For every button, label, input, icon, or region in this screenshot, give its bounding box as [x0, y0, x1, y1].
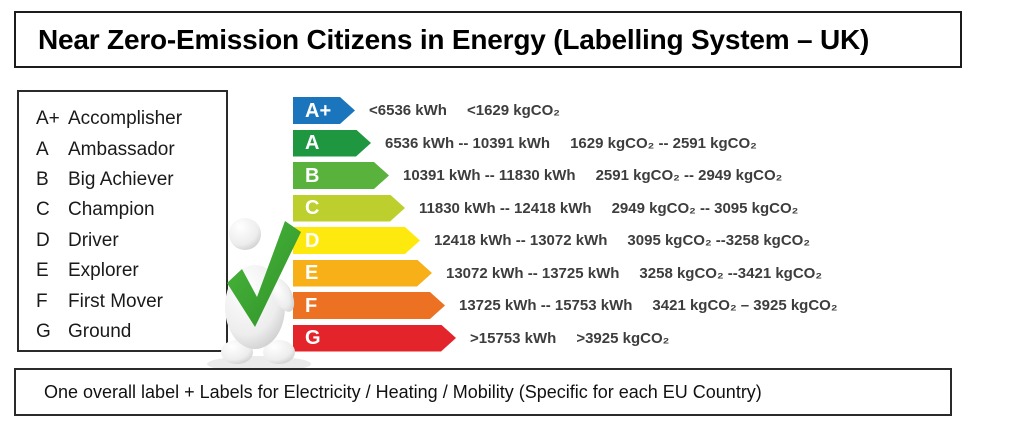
rating-row-e: E 13072 kWh -- 13725 kWh 3258 kgCO₂ --34… [293, 260, 838, 287]
co2-range: 3258 kgCO₂ --3421 kgCO₂ [639, 264, 822, 282]
legend-code: G [36, 320, 51, 342]
co2-range: >3925 kgCO₂ [576, 329, 670, 347]
grade-label: G [305, 327, 321, 349]
legend-name: Driver [68, 229, 119, 251]
rating-row-f: F 13725 kWh -- 15753 kWh 3421 kgCO₂ – 39… [293, 292, 838, 319]
co2-range: 2949 kgCO₂ -- 3095 kgCO₂ [611, 199, 799, 217]
co2-range: <1629 kgCO₂ [466, 102, 560, 119]
legend-name: Ambassador [68, 138, 175, 160]
rating-row-a-plus: A+ <6536 kWh <1629 kgCO₂ [293, 97, 838, 124]
grade-label: A [305, 132, 320, 154]
grade-label: C [305, 197, 320, 219]
rating-row-g: G >15753 kWh >3925 kgCO₂ [293, 325, 838, 352]
co2-range: 1629 kgCO₂ -- 2591 kgCO₂ [570, 134, 757, 152]
rating-row-d: D 12418 kWh -- 13072 kWh 3095 kgCO₂ --32… [293, 227, 838, 254]
kwh-range: >15753 kWh [470, 329, 557, 347]
legend-code: C [36, 199, 50, 221]
grade-label: A+ [305, 99, 332, 122]
legend-item-b: B Big Achiever [36, 165, 226, 195]
rating-arrow: A [293, 130, 371, 157]
kwh-range: 6536 kWh -- 10391 kWh [385, 134, 551, 152]
rating-arrow: A+ [293, 97, 355, 124]
rating-arrow: F [293, 292, 445, 319]
legend-item-d: D Driver [36, 226, 226, 256]
checkmark-icon [227, 221, 301, 327]
legend-item-a-plus: A+ Accomplisher [36, 104, 226, 134]
grade-label: E [305, 262, 319, 284]
energy-rating-scale: A+ <6536 kWh <1629 kgCO₂ A 6536 kWh -- 1… [293, 97, 838, 357]
legend-name: First Mover [68, 290, 163, 312]
legend-code: E [36, 260, 49, 282]
kwh-range: <6536 kWh [369, 102, 447, 119]
kwh-range: 12418 kWh -- 13072 kWh [434, 232, 608, 249]
legend-item-c: C Champion [36, 195, 226, 225]
grade-label: B [305, 164, 320, 187]
legend-name: Explorer [68, 260, 139, 282]
legend-item-a: A Ambassador [36, 134, 226, 164]
grade-label: F [305, 294, 318, 317]
rating-row-a: A 6536 kWh -- 10391 kWh 1629 kgCO₂ -- 25… [293, 130, 838, 157]
legend-item-f: F First Mover [36, 286, 226, 316]
legend-name: Ground [68, 320, 132, 342]
footer-box: One overall label + Labels for Electrici… [14, 368, 952, 416]
rating-row-c: C 11830 kWh -- 12418 kWh 2949 kgCO₂ -- 3… [293, 195, 838, 222]
legend-code: B [36, 168, 49, 190]
co2-range: 2591 kgCO₂ -- 2949 kgCO₂ [595, 167, 783, 184]
legend-name: Big Achiever [68, 168, 174, 190]
legend-item-g: G Ground [36, 317, 226, 347]
legend-code: F [36, 290, 48, 312]
rating-arrow: C [293, 195, 405, 222]
rating-arrow: D [293, 227, 420, 254]
kwh-range: 13072 kWh -- 13725 kWh [446, 264, 620, 282]
rating-arrow: E [293, 260, 432, 287]
legend-item-e: E Explorer [36, 256, 226, 286]
rating-arrow: B [293, 162, 389, 189]
kwh-range: 13725 kWh -- 15753 kWh [459, 297, 633, 314]
kwh-range: 10391 kWh -- 11830 kWh [403, 167, 576, 184]
legend-code: A+ [36, 108, 60, 130]
legend-code: A [36, 138, 49, 160]
footer-text: One overall label + Labels for Electrici… [44, 381, 762, 402]
grade-label: D [305, 229, 320, 252]
rating-arrow: G [293, 325, 456, 352]
person-figure [207, 218, 311, 372]
kwh-range: 11830 kWh -- 12418 kWh [419, 199, 592, 217]
legend-code: D [36, 229, 50, 251]
grade-legend: A+ Accomplisher A Ambassador B Big Achie… [17, 90, 228, 352]
co2-range: 3095 kgCO₂ --3258 kgCO₂ [627, 232, 810, 249]
co2-range: 3421 kgCO₂ – 3925 kgCO₂ [652, 297, 838, 314]
legend-name: Accomplisher [68, 108, 183, 130]
rating-row-b: B 10391 kWh -- 11830 kWh 2591 kgCO₂ -- 2… [293, 162, 838, 189]
legend-name: Champion [68, 199, 155, 221]
page-title: Near Zero-Emission Citizens in Energy (L… [38, 23, 870, 55]
title-box: Near Zero-Emission Citizens in Energy (L… [14, 11, 962, 68]
